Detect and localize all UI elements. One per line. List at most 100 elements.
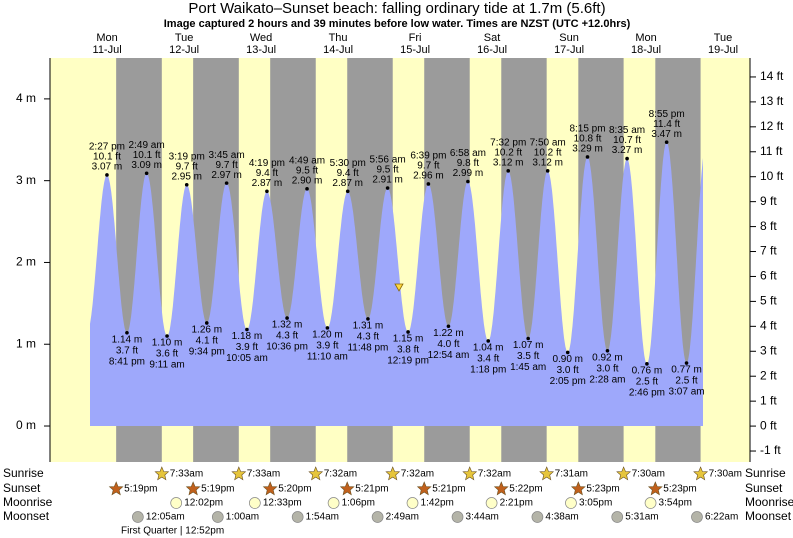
sunrise-time: 7:32am: [401, 469, 434, 480]
tide-time: 10:05 am: [226, 353, 268, 364]
day-label: Sun: [559, 32, 579, 44]
day-label: Sat: [484, 32, 501, 44]
sunset-time: 5:23pm: [586, 484, 619, 495]
tide-height-ft: 3.9 ft: [316, 341, 338, 352]
sunrise-marker: [539, 466, 555, 481]
moonset-time: 1:54am: [306, 512, 339, 523]
sunrise-time: 7:32am: [478, 469, 511, 480]
y2-tick-label: 14 ft: [760, 69, 784, 83]
moonrise-time: 1:42pm: [421, 498, 454, 509]
tide-height-m: 3.09 m: [131, 160, 162, 171]
current-marker: [394, 283, 404, 292]
tide-height-m: 3.27 m: [612, 145, 643, 156]
chart-subtitle: Image captured 2 hours and 39 minutes be…: [164, 18, 631, 30]
y2-tick-label: -1 ft: [760, 443, 781, 457]
tide-time: 8:35 am: [609, 125, 645, 136]
sunrise-time: 7:33am: [247, 469, 280, 480]
tide-height-ft: 9.4 ft: [337, 168, 359, 179]
date-label: 15-Jul: [400, 44, 430, 56]
sunrise-time: 7:30am: [709, 469, 742, 480]
tide-height-m: 3.12 m: [493, 157, 524, 168]
y2-tick-label: 13 ft: [760, 94, 784, 108]
tide-point: [204, 321, 209, 325]
sunset-time: 5:23pm: [663, 484, 696, 495]
tide-height-ft: 10.2 ft: [534, 147, 562, 158]
tide-height-m: 1.15 m: [393, 334, 424, 345]
moonset-time: 12:05am: [146, 512, 185, 523]
tide-point: [245, 327, 249, 332]
tide-point: [664, 140, 669, 145]
tide-height-m: 3.47 m: [651, 129, 682, 140]
tide-point: [345, 189, 350, 194]
tide-time: 12:19 pm: [387, 356, 429, 367]
moonrise-marker: [565, 497, 577, 509]
tide-height-ft: 11.4 ft: [653, 119, 680, 130]
tide-height-ft: 3.7 ft: [116, 345, 138, 356]
sunrise-marker: [231, 466, 247, 481]
day-label: Mon: [96, 32, 117, 44]
tide-height-m: 3.12 m: [532, 157, 563, 168]
date-label: 17-Jul: [554, 44, 584, 56]
sunrise-time: 7:33am: [170, 469, 203, 480]
tide-time: 3:19 pm: [169, 151, 205, 162]
tide-time: 4:49 am: [289, 155, 325, 166]
date-label: 12-Jul: [169, 44, 199, 56]
tide-height-m: 2.97 m: [211, 170, 242, 181]
tide-height-m: 1.31 m: [353, 321, 384, 332]
day-label: Fri: [409, 32, 422, 44]
tide-time: 9:11 am: [149, 360, 184, 371]
day-label: Mon: [635, 32, 656, 44]
moonset-time: 4:38am: [545, 512, 578, 523]
y2-tick-label: 3 ft: [760, 343, 777, 357]
moonset-marker: [291, 511, 304, 523]
sunrise-marker: [462, 466, 478, 481]
tide-time: 8:55 pm: [649, 109, 685, 120]
tide-time: 2:49 am: [129, 140, 165, 151]
tide-height-ft: 9.7 ft: [215, 160, 237, 171]
tide-height-m: 2.87 m: [252, 178, 283, 189]
y-tick-label: 0 m: [16, 418, 36, 432]
tide-height-m: 1.14 m: [112, 334, 143, 345]
moonrise-time: 3:05pm: [579, 498, 612, 509]
tide-point: [486, 339, 491, 343]
date-label: 18-Jul: [631, 44, 661, 56]
tide-height-ft: 4.1 ft: [196, 336, 218, 347]
tide-height-ft: 4.3 ft: [276, 331, 298, 342]
sunset-time: 5:19pm: [124, 484, 157, 495]
date-label: 11-Jul: [93, 44, 122, 56]
moonrise-marker: [406, 497, 419, 509]
tide-time: 8:41 pm: [109, 356, 145, 367]
tide-time: 1:18 pm: [470, 365, 506, 376]
sunset-time: 5:21pm: [355, 484, 388, 495]
tide-height-ft: 4.0 ft: [437, 339, 459, 350]
y2-tick-label: 8 ft: [760, 219, 777, 233]
tide-time: 12:54 am: [428, 350, 470, 361]
y2-tick-label: 6 ft: [760, 269, 777, 283]
sunset-time: 5:20pm: [278, 484, 311, 495]
row-label: Sunrise: [745, 466, 786, 480]
tide-point: [565, 350, 570, 355]
sunset-marker: [108, 481, 124, 496]
tide-point: [446, 324, 451, 329]
y-tick-label: 4 m: [16, 91, 36, 105]
tide-point: [684, 361, 689, 365]
tide-point: [605, 348, 610, 353]
tide-height-ft: 10.1 ft: [133, 150, 161, 161]
y2-tick-label: 5 ft: [760, 294, 777, 308]
tide-height-m: 1.04 m: [473, 343, 504, 354]
moonrise-time: 12:33pm: [263, 498, 302, 509]
sunrise-marker: [154, 466, 170, 481]
tide-time: 11:48 pm: [347, 343, 388, 354]
tide-height-ft: 3.6 ft: [156, 349, 178, 360]
tide-height-m: 1.18 m: [232, 331, 263, 342]
tide-point: [466, 179, 470, 184]
date-label: 14-Jul: [323, 44, 353, 56]
moonrise-marker: [248, 497, 261, 509]
tide-height-m: 2.95 m: [171, 171, 202, 182]
y2-tick-label: 11 ft: [760, 144, 783, 158]
tide-height-ft: 10.2 ft: [494, 147, 522, 158]
y2-tick-label: 4 ft: [760, 319, 777, 333]
y-tick-label: 2 m: [16, 255, 36, 269]
tide-height-m: 1.22 m: [433, 328, 464, 339]
